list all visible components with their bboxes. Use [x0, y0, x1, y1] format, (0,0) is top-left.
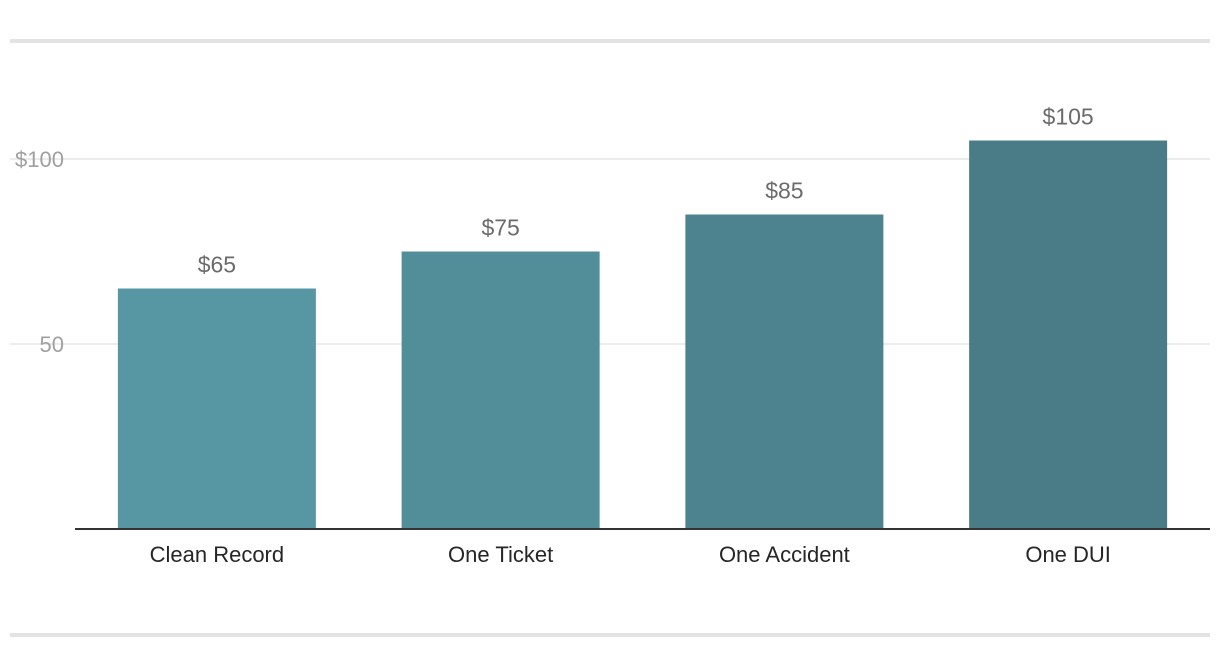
y-axis-tick-labels: 50 $100	[15, 147, 64, 357]
data-label-3: $105	[1043, 104, 1094, 130]
bar-0	[117, 288, 316, 529]
top-divider	[10, 39, 1210, 43]
bottom-divider	[10, 633, 1210, 637]
category-label-1: One Ticket	[448, 542, 553, 567]
data-labels: $65 $75 $85 $105	[198, 104, 1094, 278]
bars	[117, 140, 1168, 529]
category-label-0: Clean Record	[150, 542, 285, 567]
x-axis-category-labels: Clean Record One Ticket One Accident One DU…	[150, 542, 1111, 567]
category-label-2: One Accident	[719, 542, 850, 567]
bar-3	[969, 140, 1168, 529]
bar-1	[401, 251, 600, 529]
y-tick-label-50: 50	[40, 332, 64, 357]
category-label-3: One DUI	[1025, 542, 1111, 567]
data-label-1: $75	[481, 215, 519, 241]
data-label-2: $85	[765, 178, 803, 204]
data-label-0: $65	[198, 252, 236, 278]
y-tick-label-100: $100	[15, 147, 64, 172]
bar-2	[685, 214, 884, 529]
